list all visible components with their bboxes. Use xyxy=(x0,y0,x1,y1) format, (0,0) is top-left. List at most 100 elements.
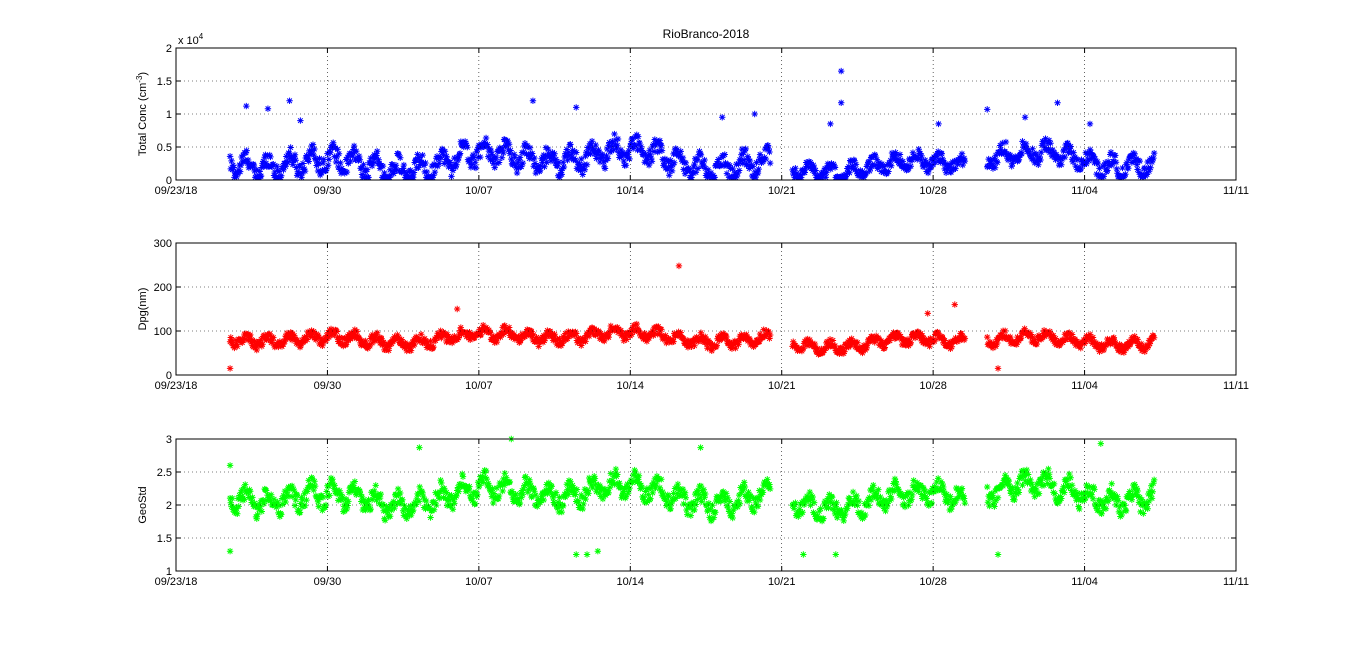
data-point xyxy=(1084,484,1091,491)
data-point xyxy=(1091,500,1099,508)
data-point xyxy=(669,336,677,343)
data-point xyxy=(718,492,726,499)
data-point xyxy=(298,503,306,510)
data-point xyxy=(334,146,341,153)
data-point xyxy=(315,503,322,510)
data-point xyxy=(435,492,442,500)
data-point xyxy=(756,151,764,158)
data-point-peak xyxy=(827,120,834,128)
data-point xyxy=(485,326,493,334)
data-point xyxy=(1044,480,1051,487)
data-point xyxy=(591,473,598,480)
data-point xyxy=(1099,501,1107,508)
data-point xyxy=(855,497,863,505)
data-point-peak xyxy=(297,117,304,124)
data-point xyxy=(292,157,299,164)
data-point xyxy=(1150,334,1158,341)
data-point xyxy=(459,138,467,146)
data-point xyxy=(818,517,826,525)
data-point xyxy=(958,485,966,492)
data-point xyxy=(505,324,513,331)
data-point xyxy=(399,165,407,172)
data-point xyxy=(606,139,613,146)
data-point xyxy=(953,484,960,492)
data-point xyxy=(867,164,874,172)
data-point xyxy=(493,484,501,492)
data-point xyxy=(799,509,806,516)
data-point xyxy=(437,476,444,484)
data-point xyxy=(823,165,831,172)
data-point xyxy=(322,167,330,174)
data-point xyxy=(1087,337,1095,344)
data-point xyxy=(491,339,498,346)
data-point xyxy=(338,165,346,172)
data-point xyxy=(371,493,379,500)
data-point xyxy=(485,482,493,489)
data-point xyxy=(266,330,273,337)
data-point xyxy=(866,167,873,175)
data-point xyxy=(679,154,687,162)
data-point xyxy=(430,337,438,345)
data-point xyxy=(909,149,917,156)
data-point xyxy=(994,494,1002,501)
data-point xyxy=(512,162,519,170)
data-point xyxy=(679,485,687,493)
data-point xyxy=(999,139,1006,147)
data-point xyxy=(599,152,607,159)
data-point xyxy=(650,332,657,339)
data-point xyxy=(235,503,242,510)
data-point xyxy=(1018,150,1025,158)
data-point xyxy=(1017,334,1025,342)
data-point xyxy=(367,505,374,513)
data-point xyxy=(898,491,905,498)
data-point xyxy=(909,156,916,164)
data-point xyxy=(1047,139,1054,147)
data-point xyxy=(266,494,273,502)
data-point xyxy=(607,470,615,477)
data-point xyxy=(386,174,393,181)
data-point xyxy=(556,174,563,181)
data-point xyxy=(917,156,925,163)
data-point xyxy=(292,496,299,504)
data-point xyxy=(623,336,630,343)
data-point xyxy=(942,169,950,176)
data-point xyxy=(236,492,243,499)
data-point xyxy=(1150,332,1157,340)
data-point xyxy=(743,161,751,168)
data-point xyxy=(676,153,684,160)
data-point xyxy=(471,334,478,342)
data-point xyxy=(865,502,873,509)
data-point xyxy=(505,141,513,148)
data-point xyxy=(395,491,403,499)
data-point xyxy=(1088,491,1095,498)
x-tick-label: 10/21 xyxy=(768,576,796,588)
data-point xyxy=(520,148,527,156)
data-point xyxy=(616,154,623,161)
data-point xyxy=(405,341,413,348)
data-point xyxy=(947,493,954,500)
data-point xyxy=(233,173,240,181)
data-point xyxy=(1012,338,1020,346)
data-point xyxy=(620,488,627,495)
data-point xyxy=(514,495,521,502)
data-point xyxy=(582,338,589,345)
data-point xyxy=(612,324,620,332)
data-point xyxy=(451,154,458,162)
data-point xyxy=(275,509,282,517)
data-point xyxy=(741,479,748,486)
data-point xyxy=(841,348,848,355)
data-point xyxy=(518,163,525,170)
data-point xyxy=(1145,342,1152,350)
data-point xyxy=(227,334,235,341)
data-point-peak xyxy=(994,365,1002,372)
data-point xyxy=(1037,149,1045,156)
data-point xyxy=(525,486,532,493)
data-point xyxy=(1112,339,1119,347)
data-point xyxy=(307,481,315,489)
data-point xyxy=(1086,149,1093,157)
data-point xyxy=(992,343,1000,350)
data-point xyxy=(373,496,380,504)
data-point xyxy=(844,505,851,512)
data-point xyxy=(1073,497,1080,504)
data-point xyxy=(715,332,722,340)
